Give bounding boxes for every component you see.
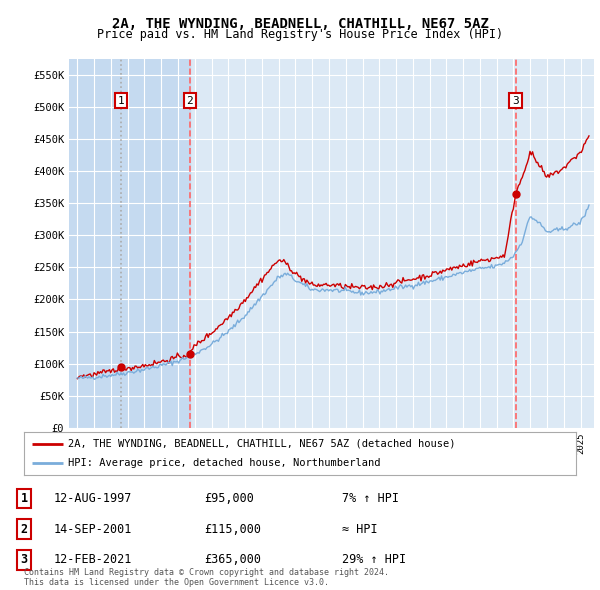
Text: 12-FEB-2021: 12-FEB-2021 <box>54 553 133 566</box>
Text: 1: 1 <box>20 492 28 505</box>
Text: 2: 2 <box>187 96 193 106</box>
Text: Price paid vs. HM Land Registry's House Price Index (HPI): Price paid vs. HM Land Registry's House … <box>97 28 503 41</box>
Text: 2A, THE WYNDING, BEADNELL, CHATHILL, NE67 5AZ: 2A, THE WYNDING, BEADNELL, CHATHILL, NE6… <box>112 17 488 31</box>
Text: 29% ↑ HPI: 29% ↑ HPI <box>342 553 406 566</box>
Text: 2A, THE WYNDING, BEADNELL, CHATHILL, NE67 5AZ (detached house): 2A, THE WYNDING, BEADNELL, CHATHILL, NE6… <box>68 439 455 449</box>
Bar <box>69 59 121 428</box>
Text: £365,000: £365,000 <box>204 553 261 566</box>
Text: 12-AUG-1997: 12-AUG-1997 <box>54 492 133 505</box>
Text: £115,000: £115,000 <box>204 523 261 536</box>
Text: 3: 3 <box>512 96 519 106</box>
Text: 3: 3 <box>20 553 28 566</box>
Text: 2: 2 <box>20 523 28 536</box>
Text: 14-SEP-2001: 14-SEP-2001 <box>54 523 133 536</box>
Text: 7% ↑ HPI: 7% ↑ HPI <box>342 492 399 505</box>
Text: ≈ HPI: ≈ HPI <box>342 523 377 536</box>
Bar <box>121 59 190 428</box>
Text: 1: 1 <box>118 96 125 106</box>
Text: Contains HM Land Registry data © Crown copyright and database right 2024.
This d: Contains HM Land Registry data © Crown c… <box>24 568 389 587</box>
Text: HPI: Average price, detached house, Northumberland: HPI: Average price, detached house, Nort… <box>68 458 380 468</box>
Text: £95,000: £95,000 <box>204 492 254 505</box>
